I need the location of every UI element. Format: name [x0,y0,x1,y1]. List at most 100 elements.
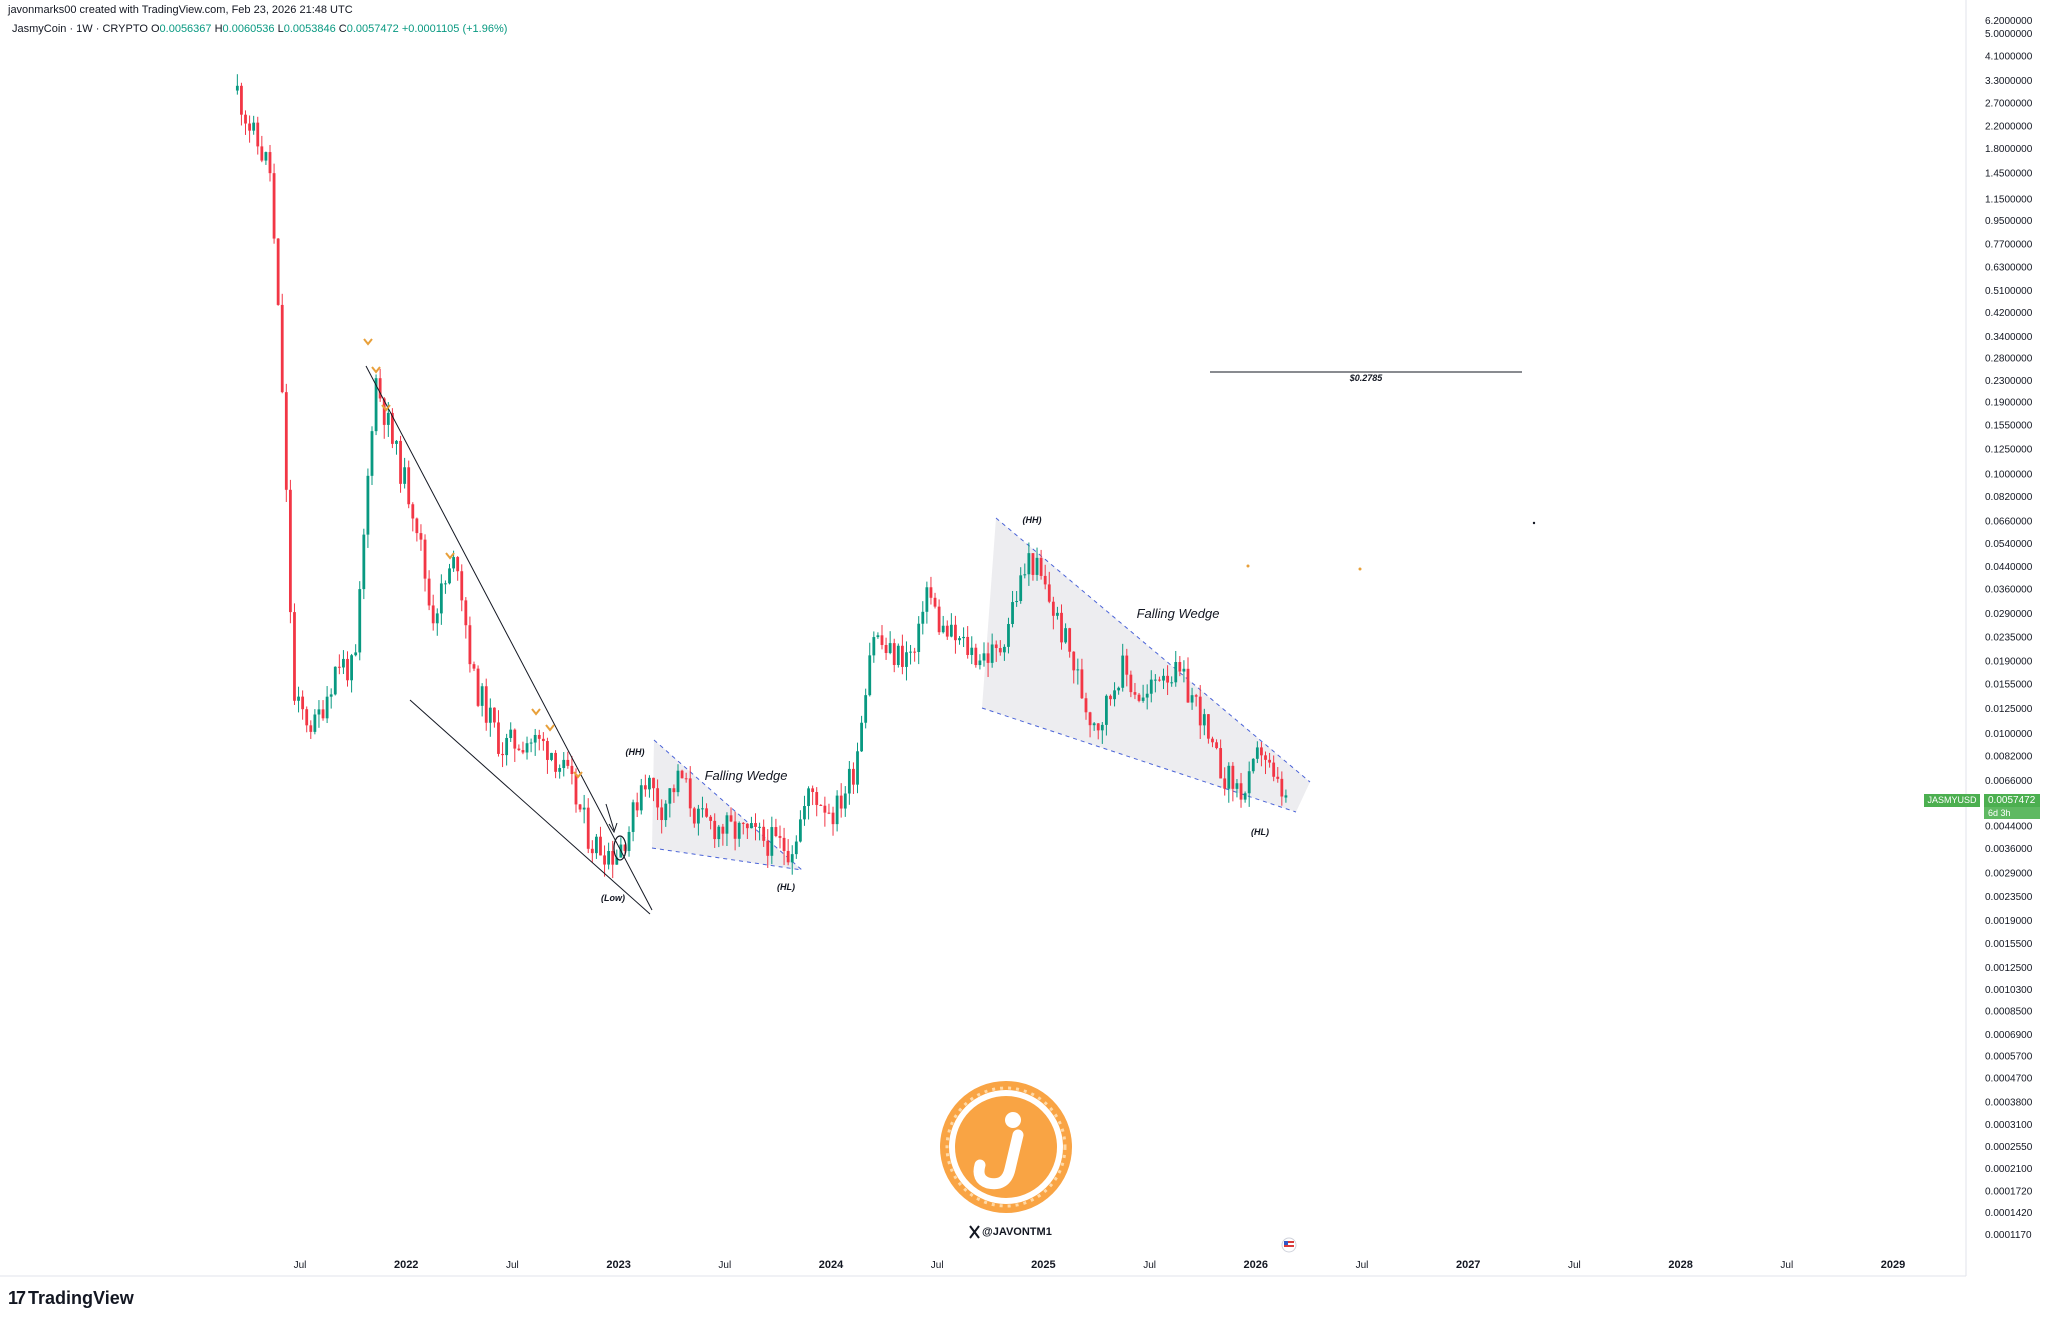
x-tick-label: Jul [718,1260,731,1271]
x-axis[interactable]: Jul 2022 Jul 2023 Jul 2024 Jul 2025 Jul 2026 Jul 20… [294,1259,1906,1271]
candle-body [325,696,329,719]
candle-body [680,770,684,779]
x-tick-label: 2029 [1881,1259,1905,1271]
tradingview-brand[interactable]: 17 TradingView [8,1288,134,1309]
x-tick-label: 2025 [1031,1259,1055,1271]
candle-body [860,722,863,752]
y-tick-label: 1.1500000 [1985,195,2033,206]
candle-body [1190,695,1194,703]
y-tick-label: 0.2800000 [1985,354,2033,365]
candle-body [480,686,484,706]
candle-body [1276,776,1280,779]
y-axis[interactable]: 6.2000000 5.0000000 4.1000000 3.3000000 2.70… [1985,16,2033,1241]
candle-body [1235,783,1239,789]
breakout-arrow-head [608,822,618,834]
y-tick-label: 0.0190000 [1985,657,2033,668]
tradingview-brand-text: TradingView [28,1288,134,1308]
candle-body [1121,655,1125,688]
candle-body [411,504,415,519]
falling-wedge-1-area [652,740,802,870]
candle-body [386,412,390,425]
candle-body [1251,758,1255,772]
candle-body [823,805,827,813]
candle-body [1084,698,1088,713]
candle-body [978,660,982,666]
candle-body [635,802,639,811]
candle-body [399,440,402,484]
candle-body [517,748,521,751]
candle-body [603,855,606,865]
candle-body [664,803,668,821]
lower-high-marker-icon [531,708,541,716]
hh-1-label: (HH) [626,747,645,757]
overlay-layer: $0.2785 Falling Wedge Falling Wedge (Low) (H… [363,338,1536,915]
candle-body [272,173,276,239]
candle-body [423,539,427,579]
candle-body [994,644,998,649]
candle-body [1149,679,1153,694]
candle-body [807,788,810,807]
close-label: C [338,23,347,35]
low-label: L [277,23,284,35]
candle-body [672,788,676,793]
falling-wedge-2-area [982,518,1310,812]
candle-body [1068,628,1072,652]
candle-body [525,743,529,753]
candle-body [546,741,549,760]
candle-body [419,533,423,540]
candle-body [786,850,790,863]
target-price-label: $0.2785 [1349,373,1384,383]
wedge-layer [651,517,1311,871]
candle-body [831,812,835,825]
candle-body [431,605,435,624]
candle-body [815,792,819,805]
candle-body [937,606,941,633]
y-tick-label: 2.2000000 [1985,121,2033,132]
close-value: 0.0057472 [346,23,399,35]
candle-body [509,729,513,738]
candle-body [1223,778,1227,789]
candle-body [1002,646,1006,653]
candle-body [1011,602,1014,624]
candle-body [293,612,296,701]
candle-body [827,812,831,814]
candle-body [1272,762,1276,777]
x-tick-label: Jul [294,1260,307,1271]
lower-high-marker-icon [363,338,373,346]
candle-body [725,815,729,834]
x-logo-icon [969,1225,980,1239]
y-tick-label: 0.1550000 [1985,420,2033,431]
candle-body [835,795,839,825]
jasmy-coin-logo-icon [940,1081,1072,1213]
falling-wedge-2-label: Falling Wedge [1137,606,1220,621]
y-tick-label: 0.0005700 [1985,1052,2033,1063]
candle-body [982,653,986,661]
hl-1-label: (HL) [777,882,795,892]
candle-body [925,587,929,612]
candle-body [876,635,880,638]
candle-body [354,652,358,656]
low-label: (Low) [601,893,625,903]
candle-body [1227,765,1231,789]
candle-body [1260,747,1263,756]
low-value: 0.0053846 [283,23,336,35]
candle-body [435,613,439,624]
candle-body [856,751,859,785]
candle-body [562,759,566,769]
candle-body [297,696,300,701]
candle-body [533,734,537,743]
candle-body [566,759,570,766]
candle-body [558,768,562,772]
candle-body [782,837,786,851]
open-value: 0.0056367 [159,23,212,35]
candle-body [884,645,888,654]
lower-high-marker-icon [445,552,455,560]
candle-body [917,623,921,652]
y-tick-label: 0.0002100 [1985,1164,2033,1175]
candle-body [346,658,349,681]
candle-body [778,836,782,838]
y-tick-label: 0.0003800 [1985,1097,2033,1108]
x-tick-label: Jul [1780,1260,1793,1271]
candle-body [868,655,872,696]
